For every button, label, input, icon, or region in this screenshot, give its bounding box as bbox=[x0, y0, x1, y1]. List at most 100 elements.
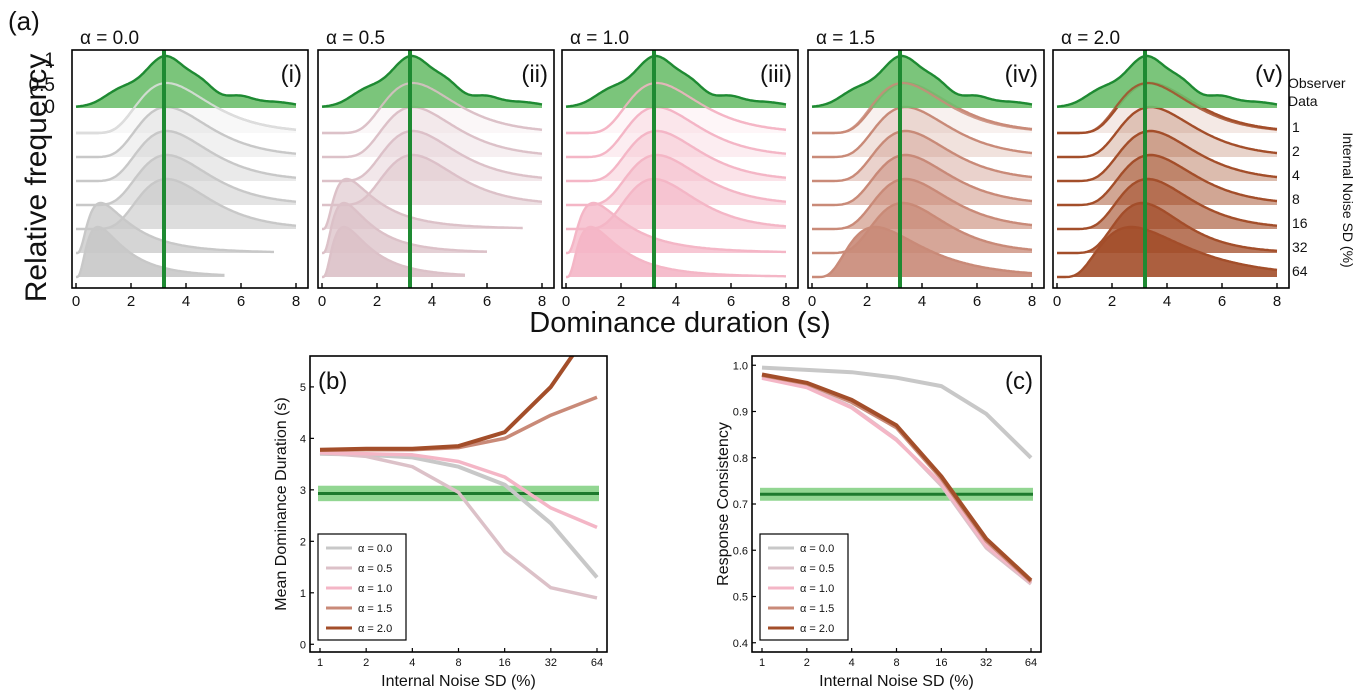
noise-level-label-1: 1 bbox=[1292, 119, 1300, 135]
x-tick-label: 0 bbox=[318, 293, 326, 310]
x-tick-label: 4 bbox=[182, 293, 190, 310]
y-tick-label: 1 bbox=[300, 588, 306, 600]
observer-ridge-fill bbox=[76, 56, 296, 108]
panel-title: α = 1.0 bbox=[570, 28, 629, 49]
ridge-line-noise-4 bbox=[76, 129, 297, 183]
x-tick-label: 2 bbox=[373, 293, 381, 310]
ridge-line-noise-8 bbox=[1057, 153, 1278, 207]
series-line-alpha-0 bbox=[761, 365, 1033, 460]
observer-ridge-line bbox=[321, 54, 543, 108]
ridge-fill-noise-8 bbox=[1057, 155, 1277, 205]
x-tick-label: 2 bbox=[863, 293, 871, 310]
legend-label-1: α = 0.5 bbox=[800, 563, 834, 575]
panel-title: α = 2.0 bbox=[1061, 28, 1120, 49]
x-tick-label: 2 bbox=[363, 657, 369, 669]
y-tick-label: 0.9 bbox=[733, 407, 748, 419]
panel-frame bbox=[71, 49, 309, 289]
ridge-line-noise-4 bbox=[322, 129, 543, 183]
x-tick-label: 64 bbox=[1025, 657, 1037, 669]
series-line-alpha-4 bbox=[319, 356, 575, 452]
ridge-fill-noise-32 bbox=[566, 203, 786, 253]
ridge-line-noise-8 bbox=[76, 153, 297, 207]
observer-ridge-line bbox=[811, 54, 1033, 108]
ytick-1: 1 bbox=[44, 50, 55, 71]
ridge-fill-noise-2 bbox=[1057, 107, 1277, 157]
y-axis-label: Response Consistency bbox=[715, 422, 732, 586]
ridge-fill-noise-4 bbox=[1057, 131, 1277, 181]
ridge-line-noise-8 bbox=[566, 153, 787, 207]
series-line-alpha-3 bbox=[319, 395, 598, 452]
ytick-0: 0 bbox=[44, 97, 55, 118]
ridge-fill-noise-16 bbox=[322, 179, 523, 229]
series-line-alpha-4 bbox=[761, 372, 1033, 582]
ridge-fill-noise-4 bbox=[322, 131, 542, 181]
legend-label-4: α = 2.0 bbox=[358, 623, 392, 635]
panel-c: 1 2 4 8 16 32 64 0.4 0.5 0.6 0.7 0.8 0.9 1.0 Internal … bbox=[715, 355, 1042, 690]
x-tick-label: 64 bbox=[591, 657, 603, 669]
x-tick-label: 8 bbox=[455, 657, 461, 669]
panel-label: (iv) bbox=[1005, 61, 1038, 88]
model-ridge-overlay bbox=[812, 81, 1033, 135]
ridge-panels: 0 2 4 6 8 α = 0.0 (i) 0 2 4 6 8 α = 0.5 (ii) 0 2 4 6 8 α = … bbox=[71, 28, 1290, 310]
y-axis-label: Mean Dominance Duration (s) bbox=[273, 397, 290, 610]
x-tick-label: 6 bbox=[483, 293, 491, 310]
legend-label-0: α = 0.0 bbox=[358, 543, 392, 555]
ridge-line-noise-32 bbox=[76, 201, 274, 255]
x-tick-label: 32 bbox=[980, 657, 992, 669]
ridge-fill-noise-2 bbox=[76, 107, 296, 157]
ridge-line-noise-4 bbox=[1057, 129, 1278, 183]
x-tick-label: 4 bbox=[918, 293, 926, 310]
ridge-fill-noise-2 bbox=[566, 107, 786, 157]
model-ridge-overlay bbox=[566, 81, 787, 135]
ridge-line-noise-16 bbox=[322, 177, 523, 231]
noise-level-labels: 1 2 4 8 16 32 64 bbox=[1292, 119, 1308, 279]
x-tick-label: 8 bbox=[893, 657, 899, 669]
x-tick-label: 4 bbox=[672, 293, 680, 310]
ridge-fill-noise-8 bbox=[566, 155, 786, 205]
ridge-fill-noise-4 bbox=[76, 131, 296, 181]
y-tick-label: 0.8 bbox=[733, 453, 748, 465]
panel-label: (i) bbox=[281, 61, 302, 88]
x-tick-label: 8 bbox=[292, 293, 300, 310]
ridge-fill-noise-8 bbox=[322, 155, 542, 205]
ridge-line-noise-8 bbox=[322, 153, 543, 207]
y-tick-label: 1.0 bbox=[733, 360, 748, 372]
x-tick-label: 0 bbox=[808, 293, 816, 310]
x-tick-label: 6 bbox=[1218, 293, 1226, 310]
x-tick-label: 2 bbox=[1108, 293, 1116, 310]
panel-label: (v) bbox=[1255, 61, 1283, 88]
panel-title: α = 0.5 bbox=[326, 28, 385, 49]
x-tick-label: 6 bbox=[727, 293, 735, 310]
series-group bbox=[761, 365, 1033, 586]
observer-ridge-line bbox=[75, 54, 297, 108]
x-tick-label: 16 bbox=[935, 657, 947, 669]
observer-ridge-fill bbox=[812, 56, 1032, 108]
x-tick-label: 4 bbox=[849, 657, 855, 669]
ridge-fill-noise-8 bbox=[812, 155, 1032, 205]
noise-level-label-2: 2 bbox=[1292, 143, 1300, 159]
panel-a-label: (a) bbox=[8, 6, 40, 36]
ridge-line-noise-2 bbox=[812, 105, 1033, 159]
ridge-line-noise-4 bbox=[566, 129, 787, 183]
series-line-alpha-2 bbox=[761, 376, 1033, 584]
panel-title: α = 0.0 bbox=[80, 28, 139, 49]
ridge-fill-noise-2 bbox=[812, 107, 1032, 157]
x-axis-label: Internal Noise SD (%) bbox=[819, 673, 974, 690]
ridge-fill-noise-4 bbox=[812, 131, 1032, 181]
ridge-panel-3: 0 2 4 6 8 α = 1.0 (iii) bbox=[561, 28, 799, 310]
model-ridge-overlay bbox=[322, 81, 543, 135]
model-ridge-overlay bbox=[1057, 81, 1278, 135]
panel-label: (b) bbox=[318, 368, 347, 395]
ridge-fill-noise-8 bbox=[76, 155, 296, 205]
x-tick-label: 1 bbox=[759, 657, 765, 669]
y-tick-label: 0.6 bbox=[733, 545, 748, 557]
panel-label: (ii) bbox=[521, 61, 548, 88]
ridge-line-noise-2 bbox=[566, 105, 787, 159]
series-line-alpha-2 bbox=[319, 451, 598, 530]
y-tick-label: 0.5 bbox=[733, 592, 748, 604]
x-axis-label: Dominance duration (s) bbox=[529, 307, 830, 339]
x-tick-label: 8 bbox=[1028, 293, 1036, 310]
y-tick-label: 2 bbox=[300, 536, 306, 548]
noise-level-label-64: 64 bbox=[1292, 263, 1308, 279]
